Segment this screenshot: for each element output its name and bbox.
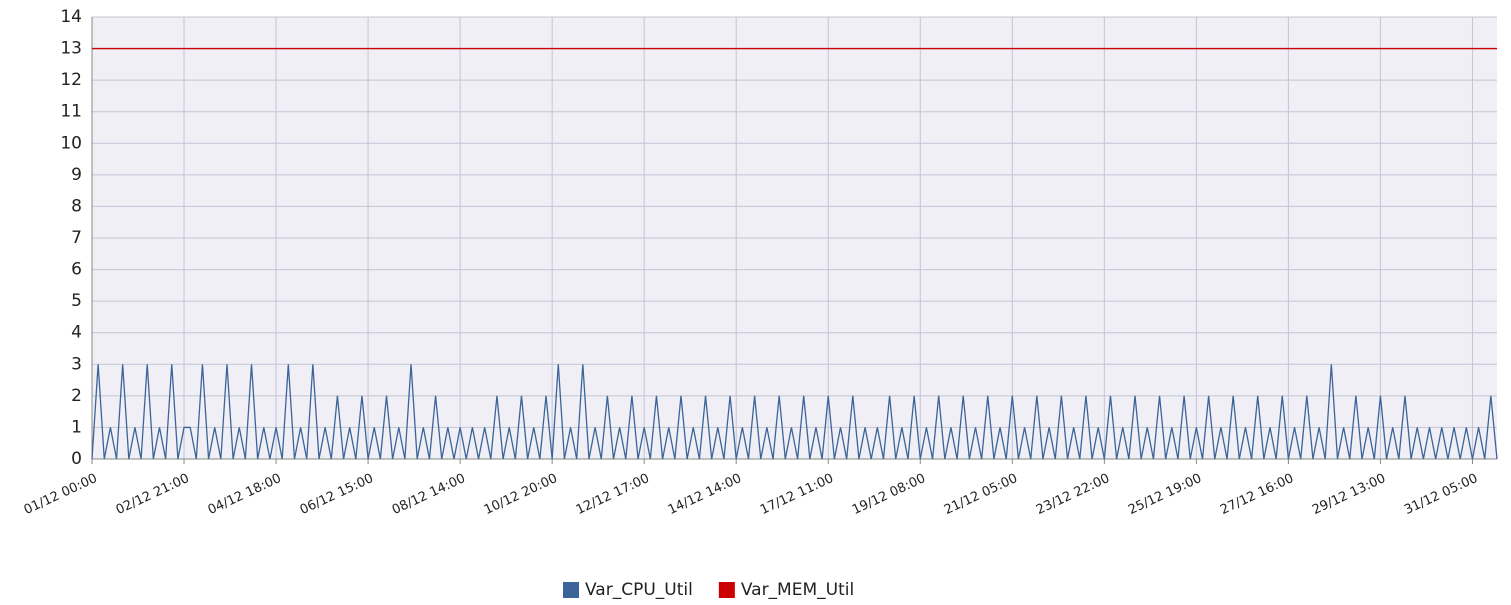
x-tick-label: 14/12 14:00 xyxy=(666,471,744,518)
y-tick-label: 12 xyxy=(60,70,82,90)
y-tick-label: 4 xyxy=(71,323,82,343)
y-tick-label: 2 xyxy=(71,386,82,406)
y-tick-label: 8 xyxy=(71,196,82,216)
y-tick-label: 1 xyxy=(71,417,82,437)
y-tick-label: 0 xyxy=(71,449,82,469)
y-tick-label: 11 xyxy=(60,102,82,122)
y-tick-label: 10 xyxy=(60,133,82,153)
x-tick-label: 12/12 17:00 xyxy=(574,471,652,518)
y-tick-label: 3 xyxy=(71,354,82,374)
y-tick-label: 13 xyxy=(60,39,82,59)
x-tick-label: 10/12 20:00 xyxy=(482,471,560,518)
legend-swatch xyxy=(718,582,735,598)
x-tick-label: 29/12 13:00 xyxy=(1310,471,1388,518)
x-tick-label: 01/12 00:00 xyxy=(22,471,100,518)
series-line xyxy=(91,364,1498,460)
y-tick-label: 9 xyxy=(71,165,82,185)
x-tick-label: 04/12 18:00 xyxy=(206,471,284,518)
legend-swatch xyxy=(563,582,579,598)
x-tick-label: 17/12 11:00 xyxy=(758,471,836,518)
x-tick-label: 31/12 05:00 xyxy=(1402,471,1480,518)
x-tick-label: 06/12 15:00 xyxy=(298,471,376,518)
y-tick-label: 7 xyxy=(71,228,82,248)
x-tick-label: 27/12 16:00 xyxy=(1218,471,1296,518)
legend-label: Var_CPU_Util xyxy=(585,580,693,600)
x-tick-label: 23/12 22:00 xyxy=(1034,471,1112,518)
x-tick-label: 19/12 08:00 xyxy=(850,471,928,518)
x-tick-label: 21/12 05:00 xyxy=(942,471,1020,518)
legend-label: Var_MEM_Util xyxy=(741,580,854,600)
x-tick-label: 25/12 19:00 xyxy=(1126,471,1204,518)
y-tick-label: 6 xyxy=(71,260,82,280)
x-tick-label: 02/12 21:00 xyxy=(114,471,192,518)
y-tick-label: 5 xyxy=(71,291,82,311)
y-tick-label: 14 xyxy=(60,7,82,27)
x-tick-label: 08/12 14:00 xyxy=(390,471,468,518)
